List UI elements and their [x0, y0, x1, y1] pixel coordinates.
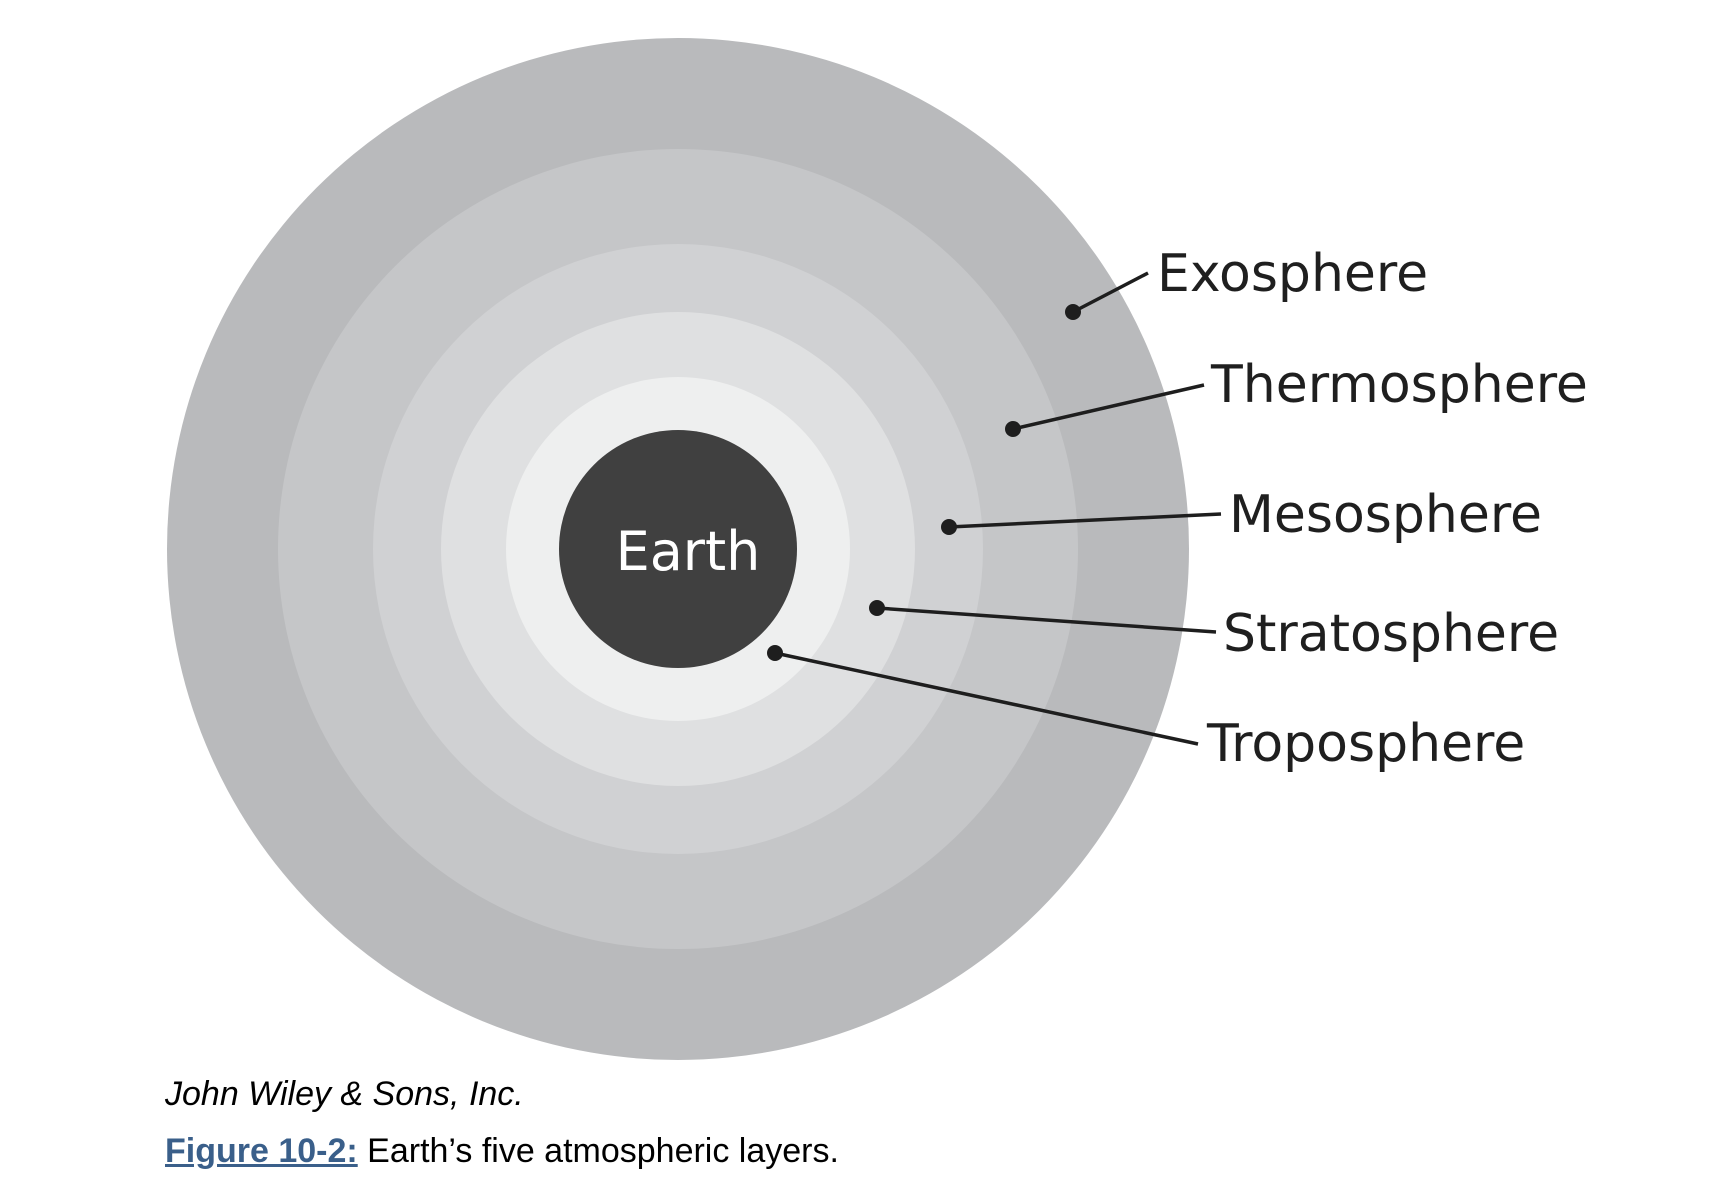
caption-text: Earth’s five atmospheric layers.	[357, 1132, 839, 1170]
figure-caption: Figure 10-2: Earth’s five atmospheric la…	[165, 1132, 839, 1171]
figure-reference-link[interactable]: Figure 10-2:	[165, 1132, 358, 1170]
stratosphere-dot	[869, 600, 885, 616]
exosphere-leader	[1072, 271, 1149, 314]
exosphere-dot	[1065, 304, 1081, 320]
thermosphere-label: Thermosphere	[1210, 355, 1588, 415]
mesosphere-label: Mesosphere	[1229, 485, 1542, 545]
image-credit: John Wiley & Sons, Inc.	[165, 1075, 524, 1113]
troposphere-dot	[767, 645, 783, 661]
earth-circle	[559, 430, 797, 668]
troposphere-label: Troposphere	[1206, 714, 1525, 774]
thermosphere-leader	[1012, 383, 1205, 431]
mesosphere-leader	[948, 512, 1222, 529]
stratosphere-leader	[876, 606, 1217, 634]
earth-label: Earth	[616, 520, 761, 583]
thermosphere-dot	[1005, 421, 1021, 437]
stratosphere-label: Stratosphere	[1223, 604, 1559, 664]
troposphere-leader	[774, 651, 1199, 746]
exosphere-label: Exosphere	[1157, 244, 1428, 304]
mesosphere-dot	[941, 519, 957, 535]
